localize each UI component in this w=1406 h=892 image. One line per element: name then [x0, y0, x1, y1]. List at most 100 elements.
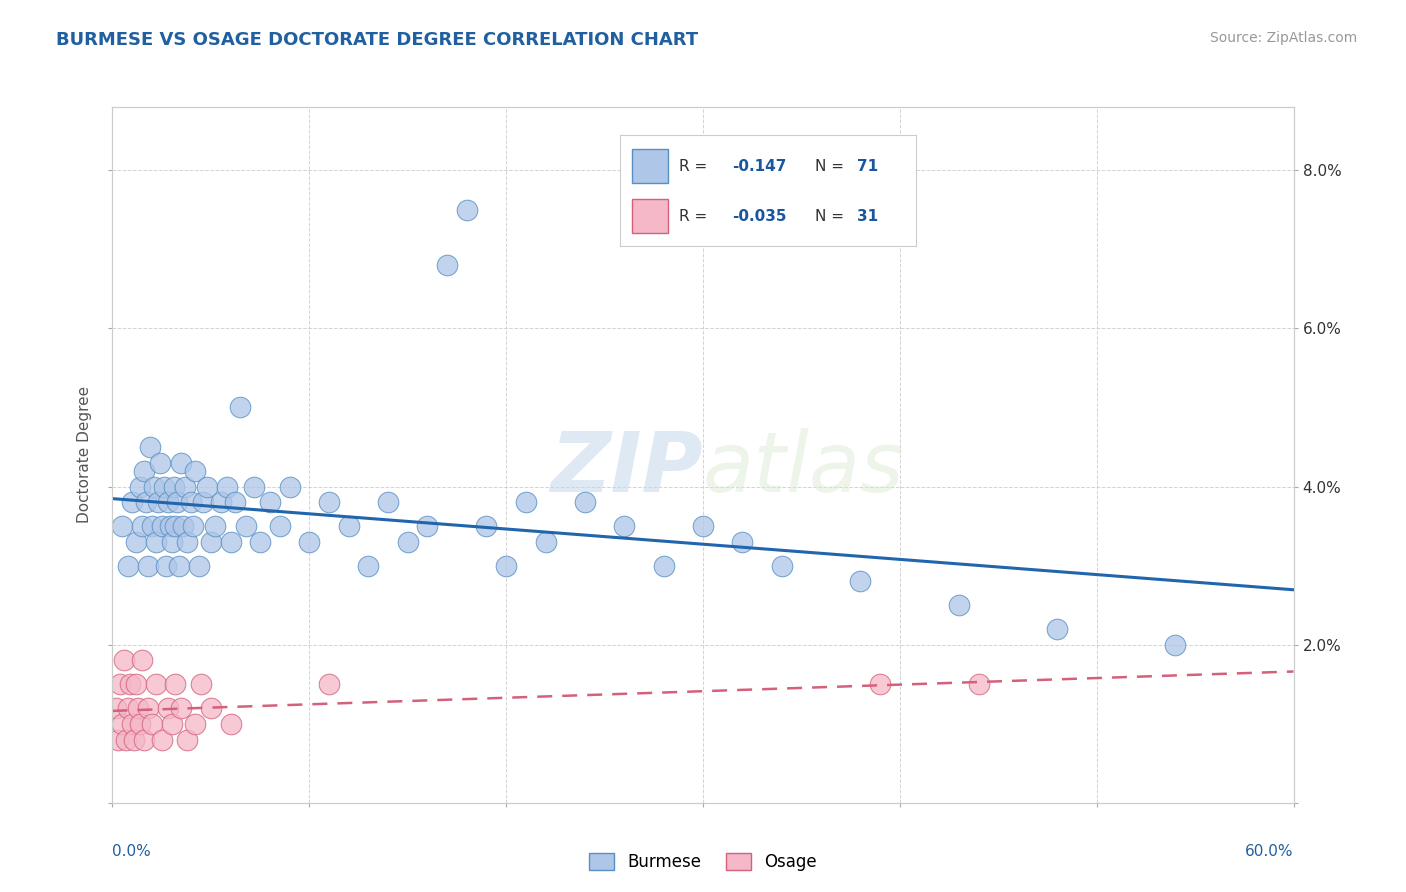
Point	[534, 534, 557, 549]
Point	[110, 677, 132, 691]
Point	[174, 479, 197, 493]
Point	[416, 519, 439, 533]
Text: ZIP: ZIP	[550, 428, 703, 509]
Point	[145, 677, 167, 691]
Point	[150, 732, 173, 747]
Point	[337, 519, 360, 533]
Point	[139, 440, 162, 454]
Point	[136, 558, 159, 573]
Point	[770, 558, 793, 573]
Point	[105, 701, 128, 715]
Point	[146, 495, 169, 509]
Legend: Burmese, Osage: Burmese, Osage	[581, 845, 825, 880]
Y-axis label: Doctorate Degree: Doctorate Degree	[77, 386, 93, 524]
Point	[181, 519, 204, 533]
Point	[475, 519, 498, 533]
Point	[135, 495, 157, 509]
Point	[200, 534, 222, 549]
Text: atlas: atlas	[703, 428, 904, 509]
Point	[229, 401, 252, 415]
Text: BURMESE VS OSAGE DOCTORATE DEGREE CORRELATION CHART: BURMESE VS OSAGE DOCTORATE DEGREE CORREL…	[56, 31, 699, 49]
Point	[190, 677, 212, 691]
Point	[249, 534, 271, 549]
Point	[156, 495, 179, 509]
Point	[967, 677, 990, 691]
Point	[111, 519, 134, 533]
Point	[731, 534, 754, 549]
Point	[652, 558, 675, 573]
Point	[132, 732, 155, 747]
Point	[1164, 638, 1187, 652]
Point	[115, 732, 138, 747]
Point	[235, 519, 257, 533]
Point	[149, 456, 172, 470]
Point	[136, 701, 159, 715]
Point	[129, 716, 152, 731]
Point	[172, 519, 194, 533]
Point	[176, 732, 198, 747]
Point	[169, 558, 191, 573]
Point	[243, 479, 266, 493]
Point	[152, 479, 174, 493]
Point	[170, 456, 193, 470]
Point	[692, 519, 714, 533]
Point	[155, 558, 177, 573]
Point	[456, 202, 478, 217]
Point	[121, 495, 143, 509]
Point	[357, 558, 380, 573]
Point	[188, 558, 211, 573]
Point	[142, 479, 165, 493]
Point	[195, 479, 218, 493]
Point	[129, 479, 152, 493]
Point	[176, 534, 198, 549]
Point	[1046, 622, 1069, 636]
Point	[160, 534, 183, 549]
Point	[318, 677, 340, 691]
Text: 0.0%: 0.0%	[112, 845, 152, 859]
Point	[159, 519, 181, 533]
Point	[141, 519, 163, 533]
Point	[184, 716, 207, 731]
Point	[166, 495, 188, 509]
Point	[219, 534, 242, 549]
Point	[318, 495, 340, 509]
Point	[224, 495, 246, 509]
Point	[209, 495, 232, 509]
Point	[122, 732, 145, 747]
Point	[107, 732, 129, 747]
Point	[191, 495, 214, 509]
Point	[849, 574, 872, 589]
Point	[165, 677, 187, 691]
Point	[117, 558, 139, 573]
Point	[150, 519, 173, 533]
Point	[200, 701, 222, 715]
Point	[156, 701, 179, 715]
Point	[132, 464, 155, 478]
Point	[131, 653, 153, 667]
Point	[377, 495, 399, 509]
Point	[120, 677, 142, 691]
Point	[112, 653, 135, 667]
Point	[215, 479, 238, 493]
Point	[436, 258, 458, 272]
Point	[574, 495, 596, 509]
Point	[145, 534, 167, 549]
Point	[121, 716, 143, 731]
Point	[396, 534, 419, 549]
Point	[117, 701, 139, 715]
Point	[160, 716, 183, 731]
Text: Source: ZipAtlas.com: Source: ZipAtlas.com	[1209, 31, 1357, 45]
Point	[184, 464, 207, 478]
Point	[180, 495, 202, 509]
Point	[204, 519, 226, 533]
Point	[259, 495, 281, 509]
Point	[515, 495, 537, 509]
Point	[165, 519, 187, 533]
Point	[869, 677, 891, 691]
Point	[162, 479, 184, 493]
Point	[170, 701, 193, 715]
Point	[125, 677, 148, 691]
Point	[298, 534, 321, 549]
Point	[495, 558, 517, 573]
Point	[125, 534, 148, 549]
